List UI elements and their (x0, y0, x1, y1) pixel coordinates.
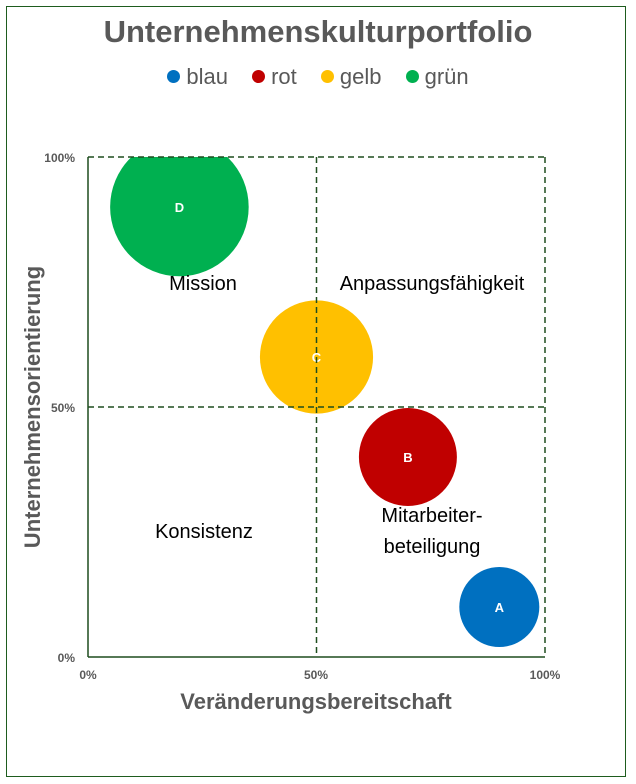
x-axis-title: Veränderungsbereitschaft (180, 689, 452, 714)
y-tick: 50% (51, 401, 75, 415)
legend-item-gelb: gelb (320, 64, 382, 90)
y-axis-title: Unternehmensorientierung (20, 266, 45, 548)
legend-dot-rot (252, 70, 266, 83)
bubble-label-D: D (175, 200, 184, 215)
quadrant-label-mission: Mission (169, 273, 237, 295)
quadrant-label-mitarbeiter-2: beteiligung (384, 536, 481, 558)
quadrant-label-konsistenz: Konsistenz (155, 521, 253, 543)
quadrant-label-mitarbeiter-1: Mitarbeiter- (381, 505, 482, 527)
legend-item-gruen: grün (405, 64, 469, 90)
x-tick: 100% (530, 668, 561, 682)
y-tick: 100% (44, 151, 75, 165)
quadrant-label-anpassung: Anpassungsfähigkeit (340, 273, 525, 295)
y-tick: 0% (58, 651, 76, 665)
legend-dot-gruen (405, 70, 419, 83)
legend-item-rot: rot (252, 64, 297, 90)
x-tick: 0% (79, 668, 97, 682)
bubble-A (459, 567, 540, 647)
legend-dot-gelb (320, 70, 334, 83)
bubble-D (110, 157, 249, 277)
legend-label: grün (424, 64, 469, 89)
legend-label: gelb (339, 64, 382, 89)
bubble-label-A: A (495, 600, 505, 615)
legend-dot-blau (167, 70, 181, 83)
legend: blau rot gelb grün (0, 64, 636, 90)
x-tick: 50% (304, 668, 328, 682)
legend-label: rot (271, 64, 297, 89)
chart-border (6, 6, 626, 777)
legend-label: blau (186, 64, 228, 89)
chart-title: Unternehmenskulturportfolio (103, 14, 533, 49)
legend-item-blau: blau (167, 64, 228, 90)
bubble-B (358, 408, 457, 506)
bubble-label-B: B (403, 450, 412, 465)
